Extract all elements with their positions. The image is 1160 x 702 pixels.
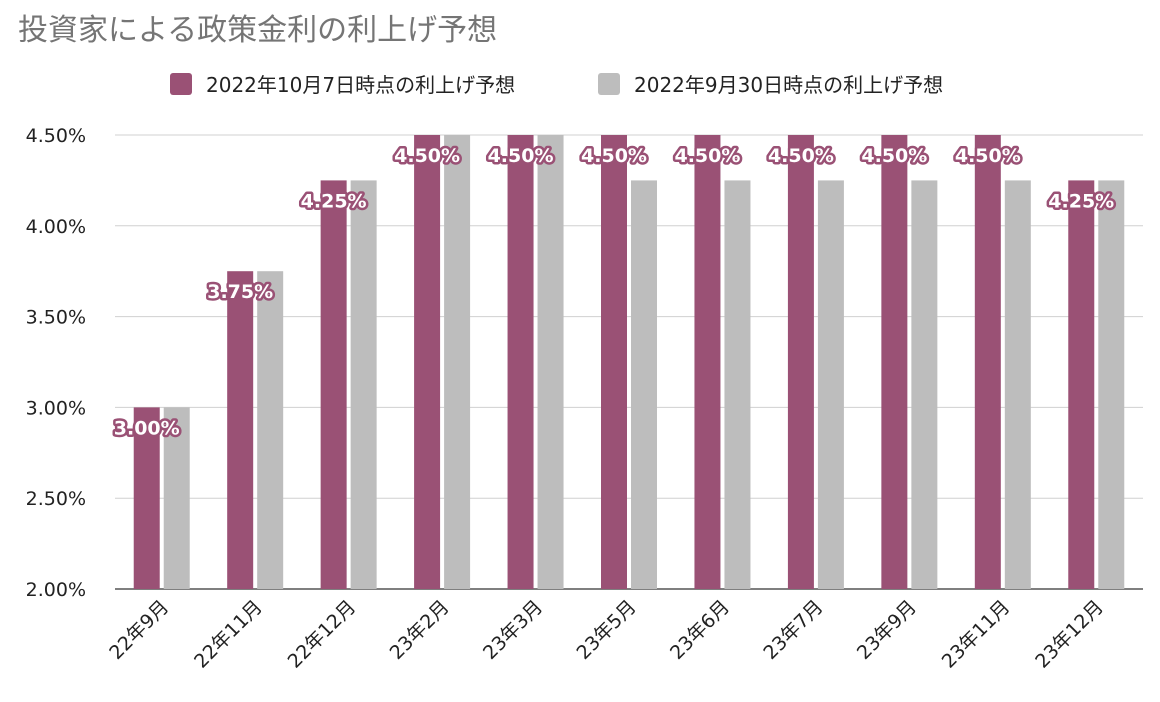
data-label: 3.75% bbox=[207, 281, 273, 303]
bars bbox=[133, 135, 1125, 589]
data-label: 4.50% bbox=[955, 145, 1021, 167]
bar-oct7 bbox=[787, 135, 814, 589]
x-tick-label: 23年3月 bbox=[479, 596, 547, 664]
x-tick-label: 22年9月 bbox=[105, 596, 173, 664]
bar-sep30 bbox=[817, 180, 844, 589]
bar-sep30 bbox=[1004, 180, 1031, 589]
legend-label-sep30: 2022年9月30日時点の利上げ予想 bbox=[634, 73, 943, 97]
legend-swatch-oct7 bbox=[170, 73, 192, 95]
bar-oct7 bbox=[881, 135, 908, 589]
bar-oct7 bbox=[694, 135, 721, 589]
data-label: 4.50% bbox=[581, 145, 647, 167]
data-label: 4.25% bbox=[301, 190, 367, 212]
y-tick-label: 2.50% bbox=[26, 488, 86, 510]
bar-sep30 bbox=[724, 180, 751, 589]
chart-title: 投資家による政策金利の利上げ予想 bbox=[18, 13, 497, 48]
bar-oct7 bbox=[507, 135, 534, 589]
x-tick-label: 23年7月 bbox=[759, 596, 827, 664]
bar-oct7 bbox=[1068, 180, 1095, 589]
x-axis-ticks: 22年9月 22年11月 22年12月 23年2月 23年3月 23年5月 23年6月 23年… bbox=[105, 596, 1108, 673]
bar-oct7 bbox=[414, 135, 441, 589]
bar-sep30 bbox=[163, 407, 190, 589]
bar-sep30 bbox=[631, 180, 657, 589]
x-tick-label: 23年11月 bbox=[938, 596, 1015, 673]
x-tick-label: 23年9月 bbox=[853, 596, 921, 664]
bar-sep30 bbox=[537, 135, 564, 589]
legend-swatch-sep30 bbox=[598, 73, 620, 95]
data-label: 4.25% bbox=[1048, 190, 1114, 212]
bar-oct7 bbox=[320, 180, 347, 589]
bar-sep30 bbox=[911, 180, 938, 589]
y-tick-label: 2.00% bbox=[26, 579, 86, 601]
y-tick-label: 4.00% bbox=[26, 216, 86, 238]
x-tick-label: 22年11月 bbox=[190, 596, 267, 673]
x-tick-label: 23年6月 bbox=[666, 596, 734, 664]
data-label: 4.50% bbox=[394, 145, 460, 167]
bar-sep30 bbox=[350, 180, 377, 589]
x-tick-label: 23年12月 bbox=[1031, 596, 1108, 673]
y-tick-label: 3.00% bbox=[26, 397, 86, 419]
bar-oct7 bbox=[974, 135, 1001, 589]
y-tick-label: 4.50% bbox=[26, 125, 86, 147]
x-tick-label: 22年12月 bbox=[284, 596, 361, 673]
data-labels: 3.00% 3.75% 4.25% 4.50% 4.50% 4.50% 4.50% 4.50%… bbox=[111, 143, 1116, 442]
y-axis-ticks: 2.00% 2.50% 3.00% 3.50% 4.00% 4.50% bbox=[26, 125, 86, 601]
bar-oct7 bbox=[601, 135, 627, 589]
bar-oct7 bbox=[227, 271, 254, 589]
bar-sep30 bbox=[1098, 180, 1125, 589]
bar-oct7 bbox=[133, 407, 160, 589]
legend-label-oct7: 2022年10月7日時点の利上げ予想 bbox=[206, 73, 515, 97]
data-label: 4.50% bbox=[488, 145, 554, 167]
y-tick-label: 3.50% bbox=[26, 307, 86, 329]
x-tick-label: 23年2月 bbox=[386, 596, 454, 664]
legend: 2022年10月7日時点の利上げ予想 2022年9月30日時点の利上げ予想 bbox=[170, 73, 943, 97]
gridlines bbox=[115, 134, 1143, 590]
bar-sep30 bbox=[444, 135, 471, 589]
data-label: 4.50% bbox=[861, 145, 927, 167]
data-label: 4.50% bbox=[768, 145, 834, 167]
data-label: 3.00% bbox=[114, 417, 180, 439]
bar-sep30 bbox=[257, 271, 284, 589]
data-label: 4.50% bbox=[674, 145, 740, 167]
x-tick-label: 23年5月 bbox=[572, 596, 640, 664]
